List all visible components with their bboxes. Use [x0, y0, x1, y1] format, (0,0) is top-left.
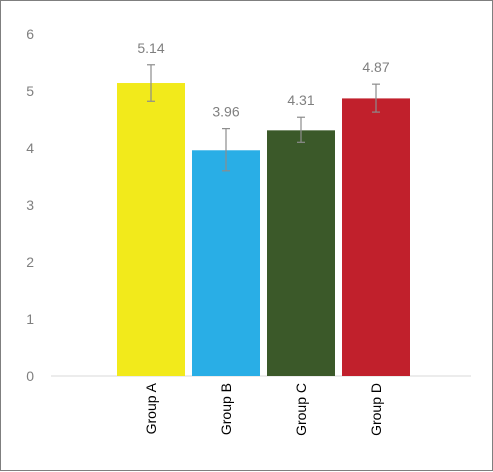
data-label: 5.14	[137, 40, 164, 56]
x-tick-label: Group B	[218, 383, 234, 435]
y-tick-label: 6	[26, 26, 34, 42]
error-bars	[147, 64, 380, 172]
data-label: 4.87	[362, 59, 389, 75]
y-tick-label: 1	[26, 311, 34, 327]
data-labels: 5.14 3.96 4.31 4.87	[137, 40, 389, 120]
y-tick-label: 2	[26, 254, 34, 270]
y-tick-label: 0	[26, 368, 34, 384]
bar-group-c	[267, 130, 335, 376]
y-tick-label: 4	[26, 140, 34, 156]
data-label: 4.31	[287, 92, 314, 108]
x-tick-label: Group A	[143, 382, 159, 434]
data-label: 3.96	[212, 104, 239, 120]
bars	[117, 83, 410, 377]
bar-group-d	[342, 98, 410, 376]
bar-group-b	[192, 150, 260, 376]
y-tick-label: 3	[26, 197, 34, 213]
bar-group-a	[117, 83, 185, 377]
y-tick-label: 5	[26, 83, 34, 99]
tick-labels: 0 1 2 3 4 5 6 Group A Group B Group C Group D	[26, 26, 384, 436]
x-tick-label: Group D	[368, 383, 384, 436]
x-tick-label: Group C	[293, 383, 309, 436]
